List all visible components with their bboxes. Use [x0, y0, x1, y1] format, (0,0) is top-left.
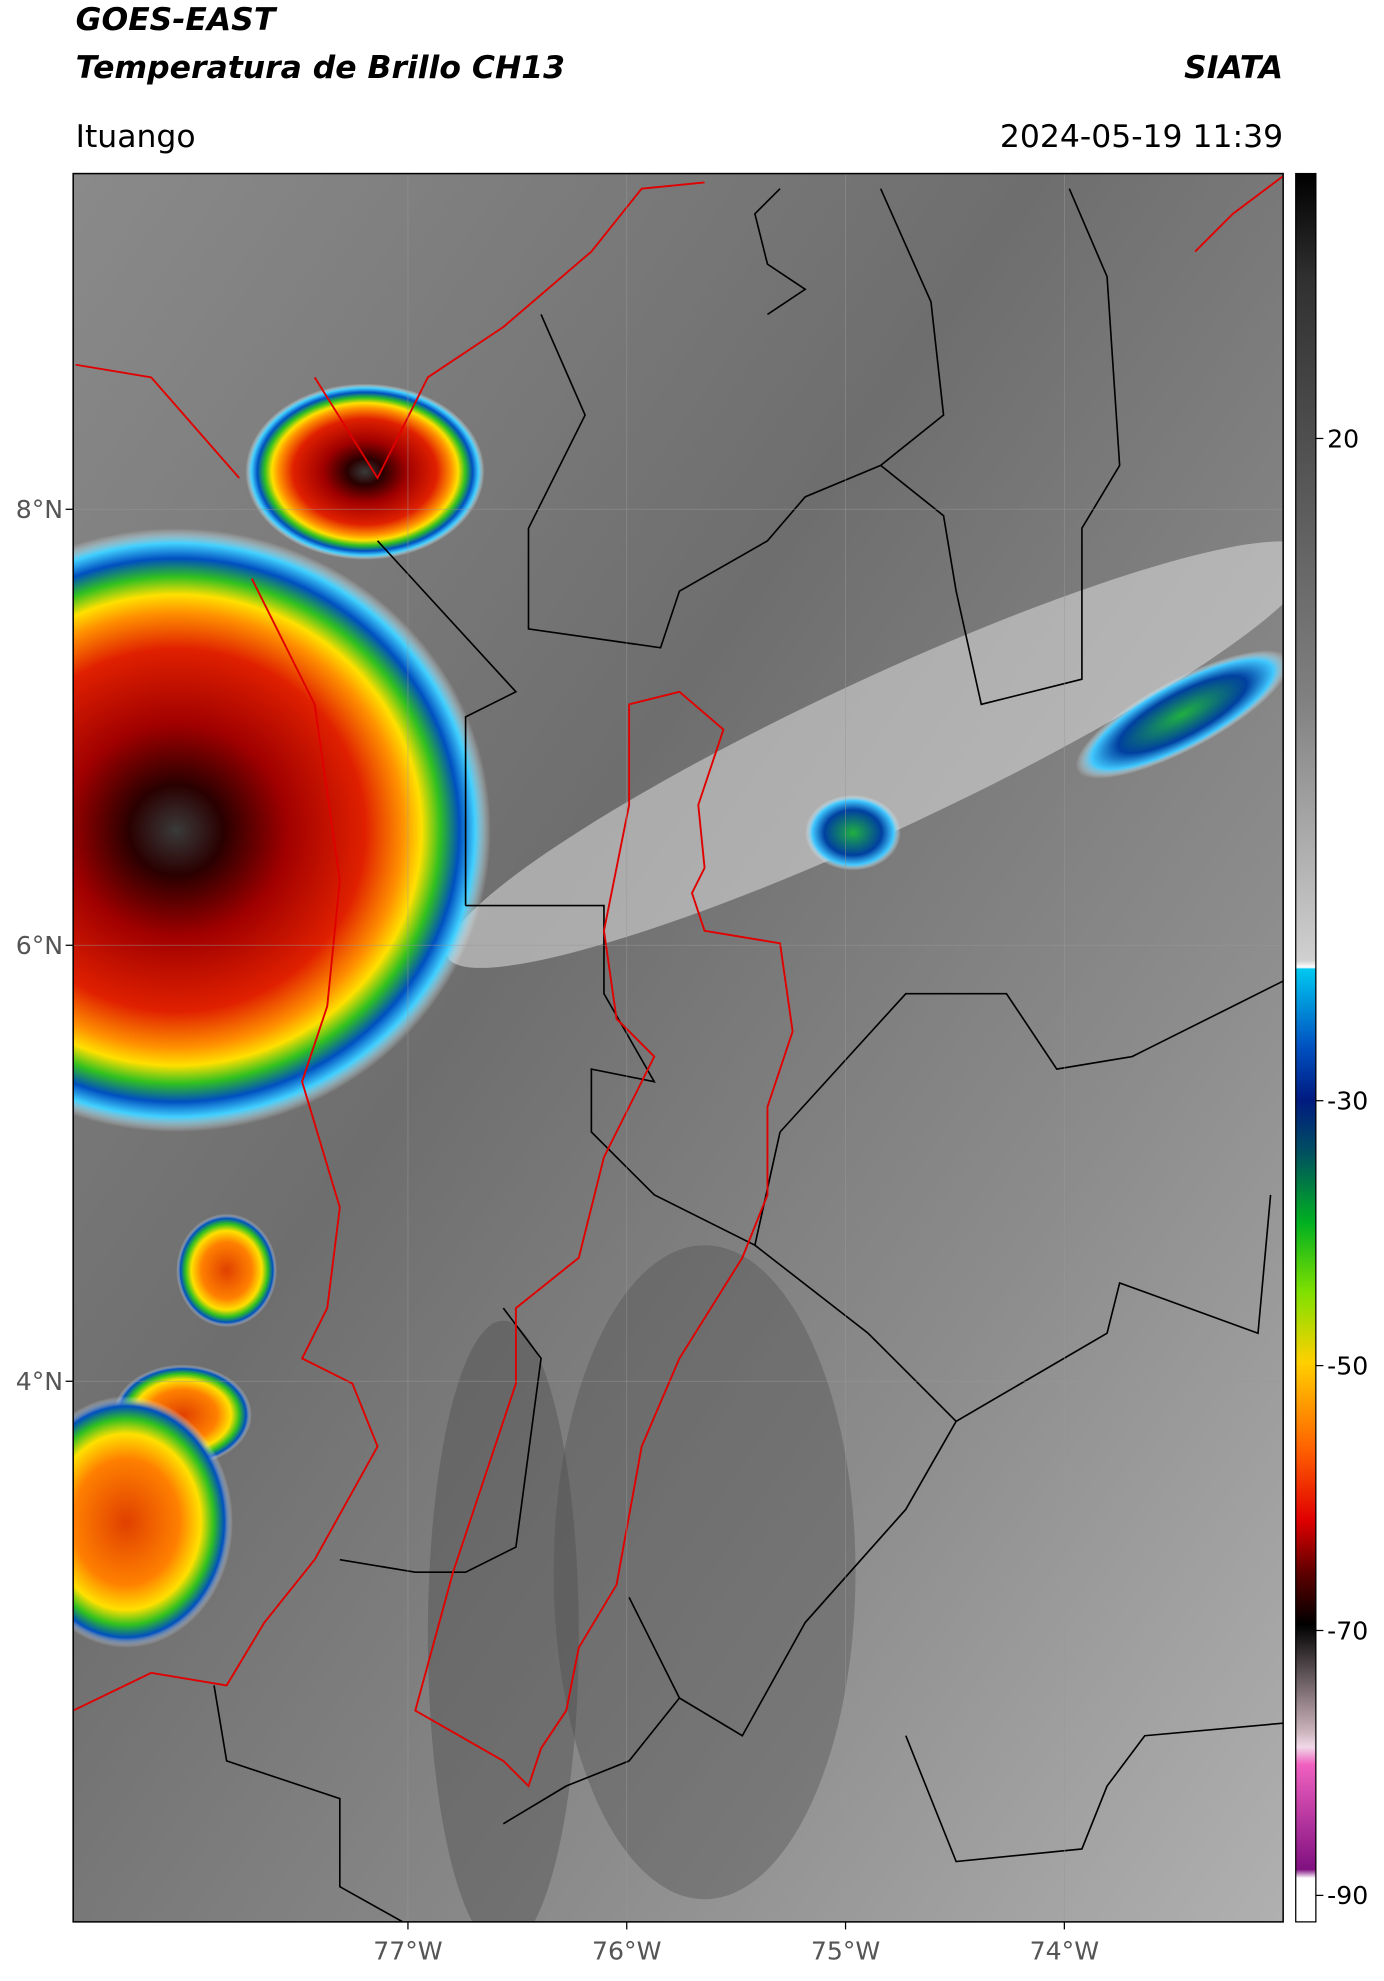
title: Temperatura de Brillo CH13 — [76, 50, 565, 86]
source: SIATA — [1184, 50, 1283, 86]
region: Ituango — [76, 119, 196, 155]
colorbar-tick-label: -70 — [1327, 1616, 1368, 1645]
lat-tick-label: 4°N — [16, 1367, 63, 1396]
timestamp: 2024-05-19 11:39 — [1000, 119, 1283, 155]
colorbar — [1295, 172, 1317, 1923]
lon-tick-label: 77°W — [373, 1937, 443, 1966]
colorbar-tick-label: -50 — [1327, 1351, 1368, 1380]
map-frame — [72, 172, 1284, 1923]
lat-tick-label: 8°N — [16, 495, 63, 524]
colorbar-tick-label: -90 — [1327, 1881, 1368, 1910]
map-image — [73, 173, 1284, 1922]
lon-tick-label: 74°W — [1030, 1937, 1100, 1966]
lat-tick-label: 6°N — [16, 931, 63, 960]
lon-tick-label: 76°W — [592, 1937, 662, 1966]
title: GOES-EAST — [76, 2, 278, 38]
lon-tick-label: 75°W — [811, 1937, 881, 1966]
colorbar-tick-label: -30 — [1327, 1087, 1368, 1116]
colorbar-tick-label: 20 — [1327, 424, 1359, 453]
